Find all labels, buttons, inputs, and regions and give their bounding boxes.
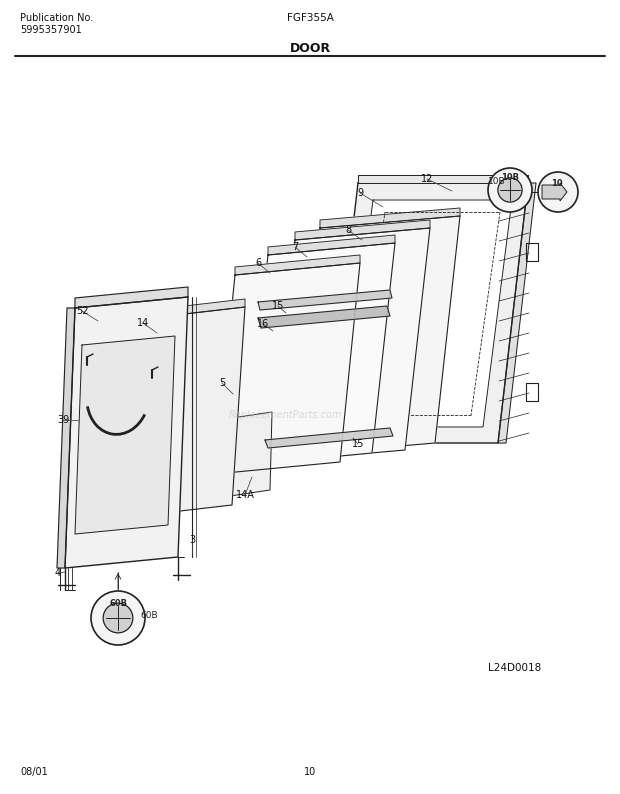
Text: 10: 10: [551, 179, 563, 187]
Text: 16: 16: [257, 319, 269, 329]
Text: 15: 15: [272, 301, 284, 311]
Text: 12: 12: [421, 174, 433, 184]
Text: 10: 10: [304, 767, 316, 777]
Polygon shape: [265, 428, 393, 448]
Text: 60B: 60B: [109, 599, 127, 607]
Polygon shape: [150, 299, 245, 318]
Text: 5: 5: [219, 378, 225, 388]
Text: FGF355A: FGF355A: [286, 13, 334, 23]
Polygon shape: [235, 255, 360, 275]
Polygon shape: [320, 208, 460, 228]
Text: 14: 14: [137, 318, 149, 328]
Text: ReplacementParts.com: ReplacementParts.com: [228, 410, 342, 420]
Polygon shape: [57, 308, 75, 568]
Text: 4: 4: [55, 568, 61, 578]
Text: 15: 15: [352, 439, 364, 449]
Polygon shape: [137, 307, 245, 516]
Polygon shape: [230, 412, 272, 496]
Polygon shape: [358, 175, 528, 183]
Text: 8: 8: [345, 225, 351, 235]
Text: 3: 3: [189, 535, 195, 545]
Polygon shape: [344, 200, 512, 427]
Circle shape: [498, 178, 522, 202]
Polygon shape: [258, 306, 390, 328]
Text: 60B: 60B: [140, 611, 158, 619]
Polygon shape: [258, 290, 392, 310]
Polygon shape: [75, 336, 175, 534]
Polygon shape: [295, 216, 460, 455]
Text: 5995357901: 5995357901: [20, 25, 82, 35]
Circle shape: [91, 591, 145, 645]
Text: 14A: 14A: [236, 490, 254, 500]
Polygon shape: [245, 243, 395, 465]
Polygon shape: [498, 183, 536, 443]
Polygon shape: [328, 183, 528, 443]
Circle shape: [488, 168, 532, 212]
Polygon shape: [295, 220, 430, 240]
Circle shape: [538, 172, 578, 212]
Text: L24D0018: L24D0018: [488, 663, 541, 673]
Text: 08/01: 08/01: [20, 767, 48, 777]
Polygon shape: [268, 235, 395, 255]
Text: Publication No.: Publication No.: [20, 13, 93, 23]
Text: 10B: 10B: [501, 173, 519, 183]
Polygon shape: [75, 287, 188, 308]
Text: 39: 39: [57, 415, 69, 425]
Circle shape: [103, 603, 133, 633]
FancyArrow shape: [542, 183, 567, 201]
Text: 7: 7: [292, 242, 298, 252]
Text: 52: 52: [76, 306, 88, 316]
Text: 9: 9: [357, 188, 363, 198]
Text: 6: 6: [255, 258, 261, 268]
Polygon shape: [270, 228, 430, 462]
Polygon shape: [65, 297, 188, 568]
Polygon shape: [215, 263, 360, 474]
Text: 10B: 10B: [488, 178, 506, 187]
Text: DOOR: DOOR: [290, 41, 330, 55]
